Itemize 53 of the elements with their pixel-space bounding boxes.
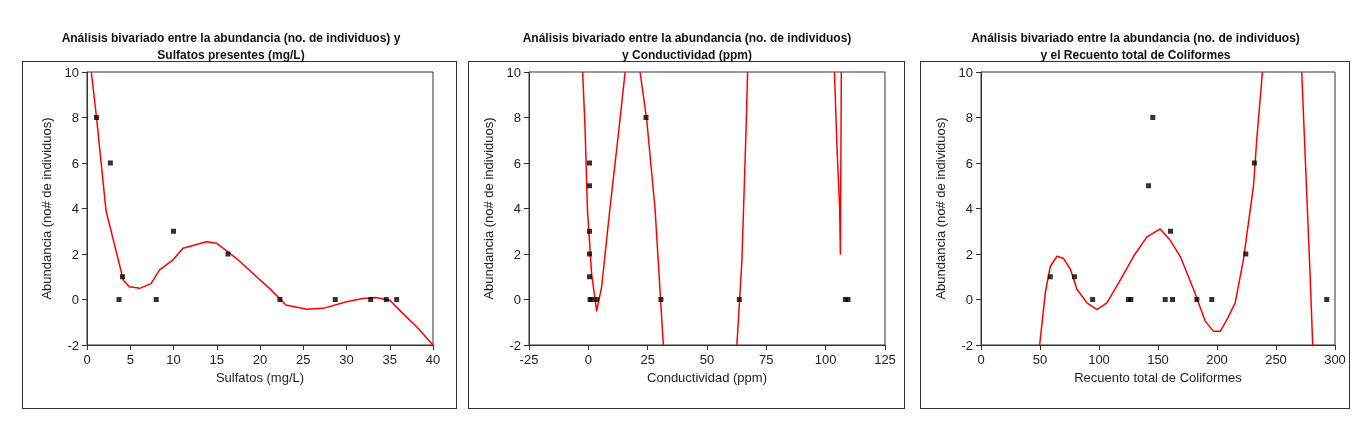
y-axis-title: Abundancia (no# de individuos) [481,117,496,300]
y-axis-title: Abundancia (no# de individuos) [39,117,54,300]
x-tick-label: 5 [126,352,134,367]
y-tick-label: 10 [64,64,79,80]
x-axis-title: Recuento total de Coliformes [1074,369,1243,385]
x-tick-label: 0 [584,352,592,367]
chart-title: Análisis bivariado entre la abundancia (no. de individuos) y Conductividad (ppm) [522,30,852,62]
x-tick-label: 250 [1265,352,1287,367]
x-tick-label: 35 [382,352,397,367]
x-tick-label: 150 [1147,352,1169,367]
y-tick-label: 8 [513,110,521,125]
y-axis-title: Abundancia (no# de individuos) [933,117,948,300]
y-tick-label: 10 [506,64,521,80]
x-tick-label: 100 [814,352,837,367]
y-tick-label: -2 [961,337,973,353]
x-tick-label: 50 [699,352,715,367]
x-tick-label: 0 [977,352,985,367]
x-tick-label: 100 [1088,352,1110,367]
x-tick-label: -25 [519,352,539,367]
y-tick-label: 2 [71,246,79,262]
x-tick-label: 200 [1206,352,1228,367]
x-tick-label: 15 [209,352,224,367]
x-tick-label: 300 [1324,352,1346,367]
y-tick-label: 4 [513,201,521,216]
x-tick-label: 25 [640,352,655,367]
y-tick-label: 10 [958,64,973,80]
y-tick-label: 0 [965,292,973,307]
y-tick-label: 2 [965,246,973,262]
y-tick-label: 2 [513,246,521,262]
x-tick-label: 0 [83,352,91,367]
y-tick-label: 4 [965,201,973,216]
x-tick-label: 125 [874,352,896,367]
y-tick-label: 4 [71,201,79,216]
y-tick-label: 0 [513,292,521,307]
y-tick-label: 6 [965,155,973,171]
y-tick-label: 6 [71,155,79,171]
x-axis-title: Sulfatos (mg/L) [215,369,305,385]
y-tick-label: 8 [965,110,973,125]
y-tick-label: -2 [509,337,521,353]
x-tick-label: 75 [759,352,774,367]
x-tick-label: 30 [339,352,354,367]
x-tick-label: 40 [425,352,441,367]
y-tick-label: 0 [71,292,79,307]
x-tick-label: 50 [1032,352,1048,367]
x-tick-label: 10 [166,352,181,367]
x-tick-label: 20 [252,352,268,367]
chart-title: Análisis bivariado entre la abundancia (no. de individuos) y el Recuento total de Coliformes [971,30,1300,62]
y-tick-label: 8 [71,110,79,125]
x-tick-label: 25 [296,352,311,367]
x-axis-title: Conductividad (ppm) [647,369,767,385]
y-tick-label: -2 [67,337,79,353]
chart-title: Análisis bivariado entre la abundancia (no. de individuos) y Sulfatos presentes (mg/L) [61,30,401,62]
y-tick-label: 6 [513,155,521,171]
